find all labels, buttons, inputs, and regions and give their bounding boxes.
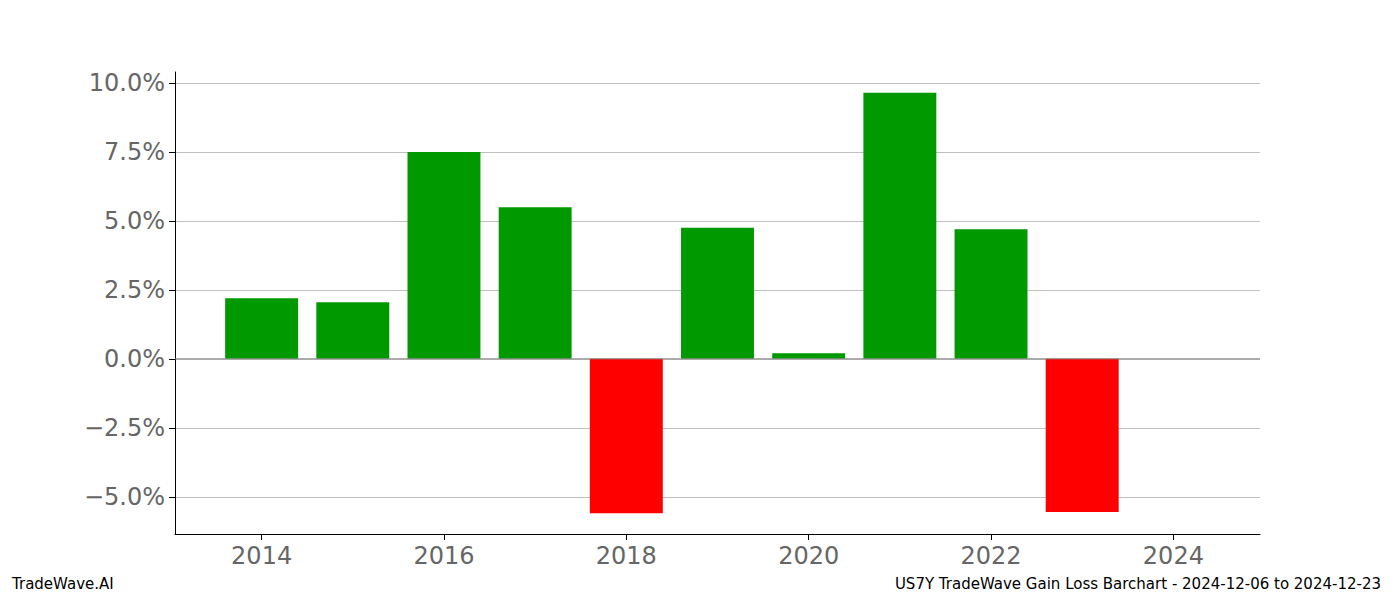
svg-text:TradeWave.AI: TradeWave.AI [11,575,114,593]
svg-text:2022: 2022 [960,542,1021,570]
svg-text:2024: 2024 [1143,542,1204,570]
svg-text:US7Y TradeWave Gain Loss Barch: US7Y TradeWave Gain Loss Barchart - 2024… [895,575,1381,593]
svg-text:2018: 2018 [596,542,657,570]
svg-text:2016: 2016 [413,542,474,570]
svg-text:5.0%: 5.0% [104,207,165,235]
svg-text:2020: 2020 [778,542,839,570]
svg-text:−2.5%: −2.5% [84,414,165,442]
svg-text:10.0%: 10.0% [89,69,165,97]
svg-text:2014: 2014 [231,542,292,570]
svg-text:−5.0%: −5.0% [84,483,165,511]
svg-text:0.0%: 0.0% [104,345,165,373]
svg-text:2.5%: 2.5% [104,276,165,304]
svg-text:7.5%: 7.5% [104,138,165,166]
